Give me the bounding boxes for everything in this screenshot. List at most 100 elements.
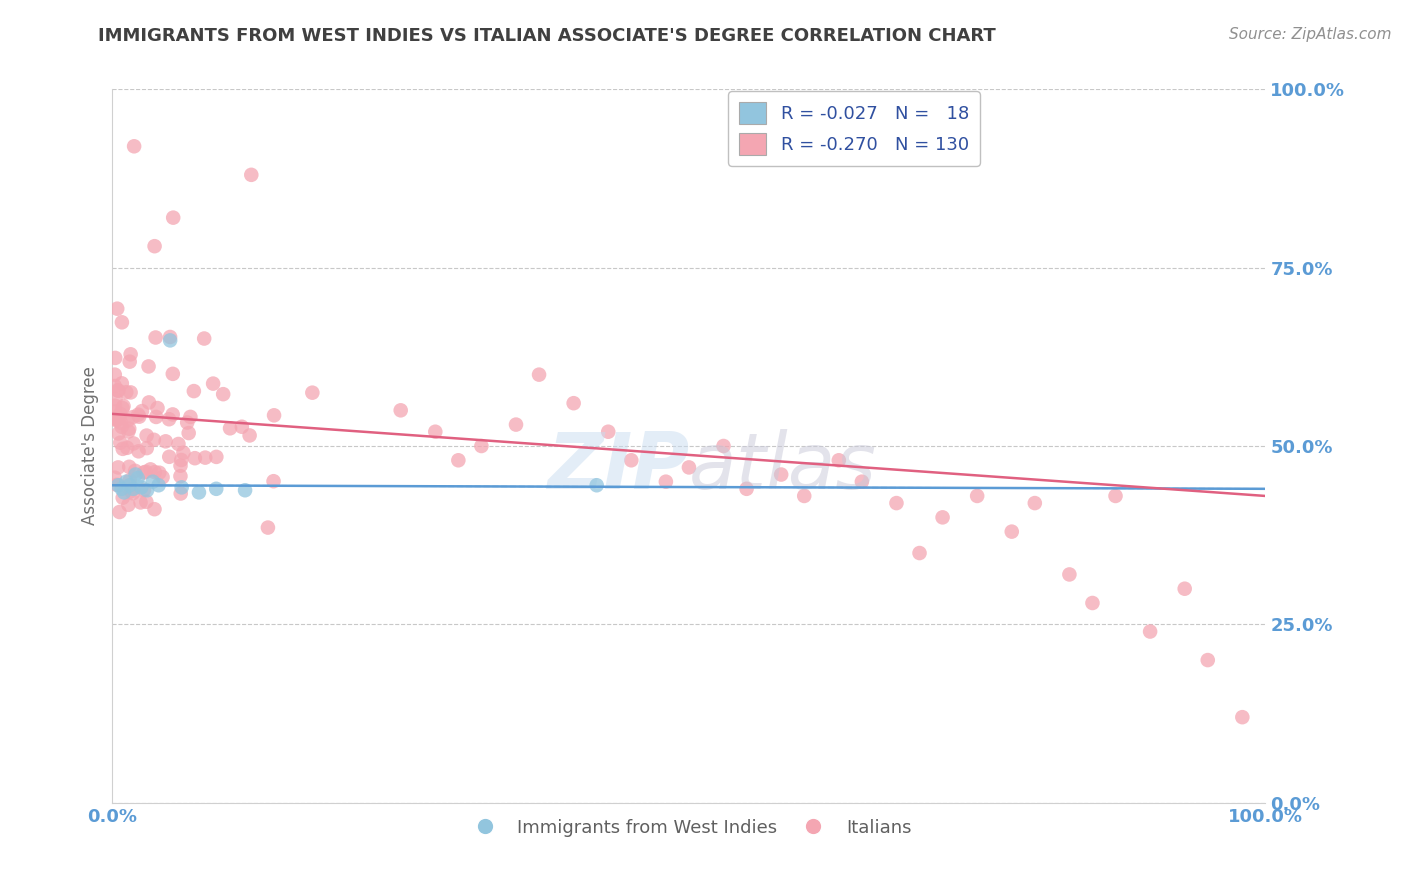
Point xyxy=(132,466,155,480)
Point xyxy=(117,498,139,512)
Point xyxy=(527,368,550,382)
Point xyxy=(131,404,153,418)
Point xyxy=(620,453,643,467)
Point xyxy=(162,211,184,225)
Point xyxy=(886,496,908,510)
Point xyxy=(104,351,127,365)
Point xyxy=(143,502,166,516)
Point xyxy=(828,453,851,467)
Point xyxy=(107,384,129,398)
Point xyxy=(1001,524,1024,539)
Point xyxy=(111,482,134,496)
Point xyxy=(138,359,160,374)
Legend: Immigrants from West Indies, Italians: Immigrants from West Indies, Italians xyxy=(460,812,918,844)
Point xyxy=(122,410,145,425)
Point xyxy=(188,485,211,500)
Point xyxy=(118,459,141,474)
Point xyxy=(263,409,285,423)
Point xyxy=(301,385,323,400)
Point xyxy=(1059,567,1081,582)
Text: atlas: atlas xyxy=(689,429,877,506)
Point xyxy=(136,483,159,498)
Point xyxy=(170,480,193,494)
Point xyxy=(115,475,138,489)
Point xyxy=(107,478,129,492)
Point xyxy=(1024,496,1046,510)
Point xyxy=(111,376,134,391)
Point xyxy=(105,413,128,427)
Point xyxy=(655,475,678,489)
Point xyxy=(110,435,132,450)
Point xyxy=(233,483,256,498)
Point xyxy=(108,505,131,519)
Point xyxy=(205,482,228,496)
Point xyxy=(177,425,200,440)
Point xyxy=(111,491,134,505)
Point xyxy=(105,411,128,425)
Point xyxy=(585,478,607,492)
Point xyxy=(231,419,253,434)
Point xyxy=(145,409,167,424)
Point xyxy=(104,392,127,406)
Point xyxy=(107,384,129,398)
Point xyxy=(470,439,492,453)
Point xyxy=(176,416,198,430)
Point xyxy=(124,467,146,482)
Point xyxy=(124,464,146,478)
Point xyxy=(118,474,141,488)
Point xyxy=(104,412,127,426)
Point xyxy=(115,441,138,455)
Text: IMMIGRANTS FROM WEST INDIES VS ITALIAN ASSOCIATE'S DEGREE CORRELATION CHART: IMMIGRANTS FROM WEST INDIES VS ITALIAN A… xyxy=(98,27,997,45)
Point xyxy=(135,495,157,509)
Point xyxy=(111,442,134,456)
Point xyxy=(162,408,184,422)
Point xyxy=(1174,582,1197,596)
Point xyxy=(205,450,228,464)
Point xyxy=(117,425,139,439)
Point xyxy=(172,446,194,460)
Point xyxy=(112,485,135,500)
Point xyxy=(120,484,142,499)
Point xyxy=(1232,710,1254,724)
Point xyxy=(142,433,165,447)
Point xyxy=(104,411,127,425)
Point xyxy=(170,486,193,500)
Point xyxy=(678,460,700,475)
Point xyxy=(138,395,160,409)
Point xyxy=(966,489,988,503)
Y-axis label: Associate's Degree: Associate's Degree xyxy=(80,367,98,525)
Point xyxy=(212,387,235,401)
Point xyxy=(118,354,141,368)
Point xyxy=(117,413,139,427)
Point xyxy=(111,315,134,329)
Point xyxy=(1197,653,1219,667)
Point xyxy=(193,332,215,346)
Point xyxy=(104,399,127,413)
Point xyxy=(152,470,174,484)
Point xyxy=(129,480,153,494)
Point xyxy=(162,367,184,381)
Point xyxy=(1104,489,1126,503)
Point xyxy=(120,347,142,361)
Point xyxy=(127,408,149,422)
Point xyxy=(120,385,142,400)
Point xyxy=(110,416,132,430)
Point xyxy=(118,422,141,436)
Point xyxy=(202,376,225,391)
Point xyxy=(219,421,242,435)
Point xyxy=(713,439,735,453)
Point xyxy=(104,379,127,393)
Point xyxy=(169,458,191,473)
Point xyxy=(132,483,155,497)
Point xyxy=(104,368,127,382)
Point xyxy=(118,478,141,492)
Point xyxy=(170,453,193,467)
Point xyxy=(505,417,527,432)
Point xyxy=(107,426,129,441)
Point xyxy=(425,425,447,439)
Point xyxy=(107,460,129,475)
Point xyxy=(1081,596,1104,610)
Point xyxy=(179,409,201,424)
Text: Source: ZipAtlas.com: Source: ZipAtlas.com xyxy=(1229,27,1392,42)
Point xyxy=(143,239,166,253)
